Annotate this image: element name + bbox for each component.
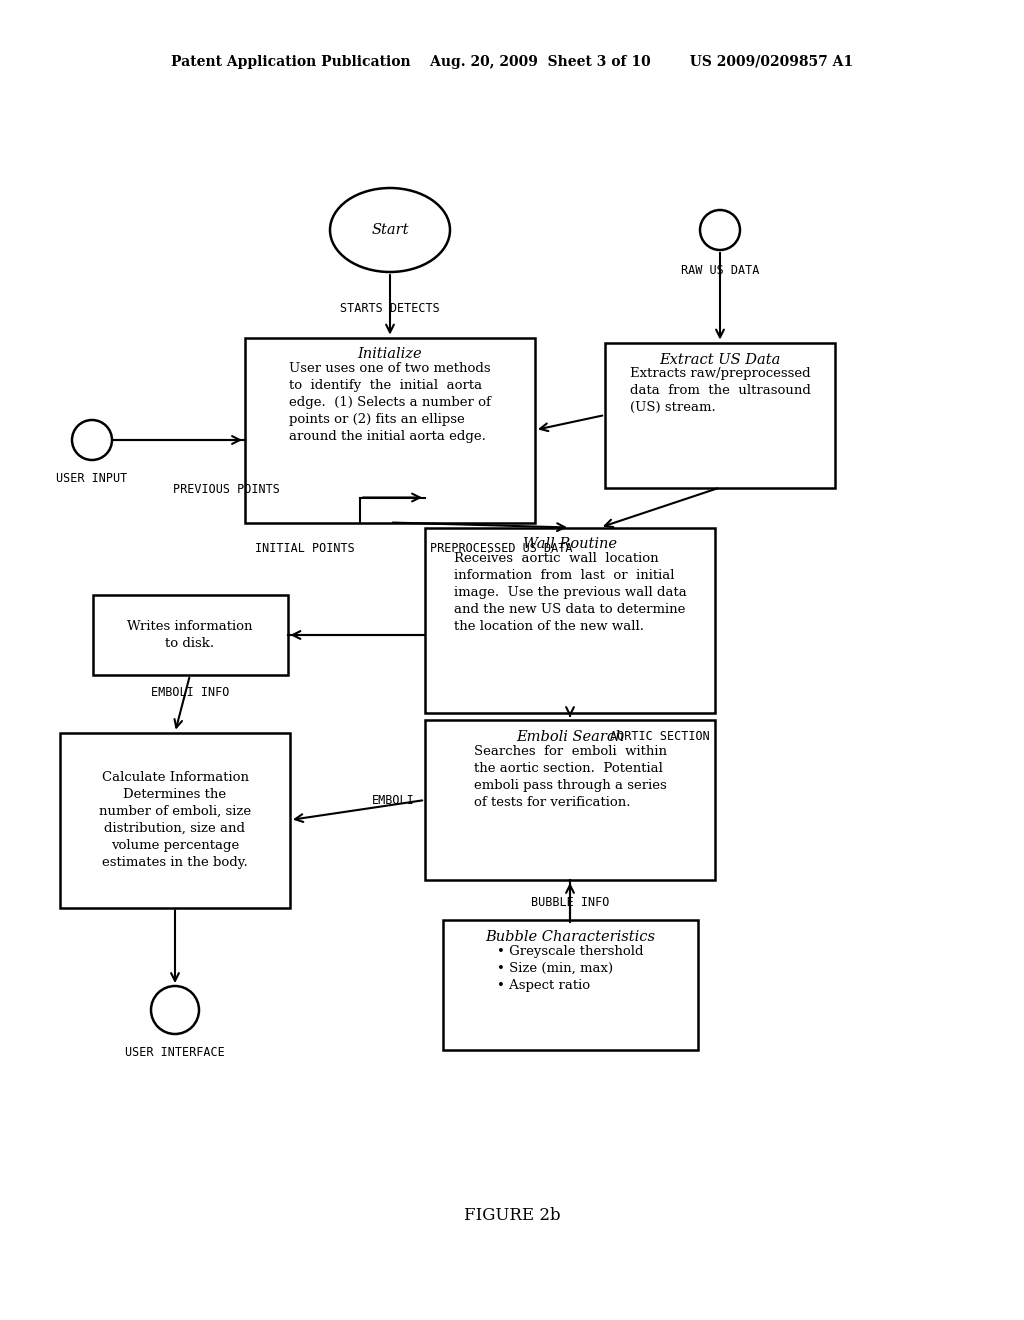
Text: Searches  for  emboli  within
the aortic section.  Potential
emboli pass through: Searches for emboli within the aortic se… xyxy=(473,744,667,809)
Text: Extracts raw/preprocessed
data  from  the  ultrasound
(US) stream.: Extracts raw/preprocessed data from the … xyxy=(630,367,810,414)
Text: Receives  aortic  wall  location
information  from  last  or  initial
image.  Us: Receives aortic wall location informatio… xyxy=(454,552,686,634)
Bar xyxy=(442,920,697,1049)
Bar xyxy=(245,338,535,523)
Text: EMBOLI: EMBOLI xyxy=(373,793,415,807)
Text: Bubble Characteristics: Bubble Characteristics xyxy=(485,931,655,944)
Text: Patent Application Publication    Aug. 20, 2009  Sheet 3 of 10        US 2009/02: Patent Application Publication Aug. 20, … xyxy=(171,55,853,69)
Text: INITIAL POINTS: INITIAL POINTS xyxy=(255,543,355,556)
Text: Writes information
to disk.: Writes information to disk. xyxy=(127,620,253,649)
Bar xyxy=(605,342,835,487)
Bar xyxy=(60,733,290,908)
Bar xyxy=(425,719,715,880)
Text: USER INTERFACE: USER INTERFACE xyxy=(125,1045,225,1059)
Text: Initialize: Initialize xyxy=(357,347,422,362)
Text: Wall Routine: Wall Routine xyxy=(523,537,617,552)
Text: STARTS DETECTS: STARTS DETECTS xyxy=(340,301,440,314)
Text: USER INPUT: USER INPUT xyxy=(56,473,128,484)
Text: RAW US DATA: RAW US DATA xyxy=(681,264,759,277)
Text: User uses one of two methods
to  identify  the  initial  aorta
edge.  (1) Select: User uses one of two methods to identify… xyxy=(289,362,490,444)
Text: Start: Start xyxy=(372,223,409,238)
Bar xyxy=(92,595,288,675)
Text: PREPROCESSED US DATA: PREPROCESSED US DATA xyxy=(430,543,572,556)
Text: • Greyscale thershold
• Size (min, max)
• Aspect ratio: • Greyscale thershold • Size (min, max) … xyxy=(497,945,643,991)
Text: BUBBLE INFO: BUBBLE INFO xyxy=(530,895,609,908)
Text: Calculate Information
Determines the
number of emboli, size
distribution, size a: Calculate Information Determines the num… xyxy=(99,771,251,869)
Text: PREVIOUS POINTS: PREVIOUS POINTS xyxy=(173,483,280,496)
Text: Extract US Data: Extract US Data xyxy=(659,352,780,367)
Text: FIGURE 2b: FIGURE 2b xyxy=(464,1206,560,1224)
Bar xyxy=(425,528,715,713)
Text: AORTIC SECTION: AORTIC SECTION xyxy=(610,730,710,743)
Text: EMBOLI INFO: EMBOLI INFO xyxy=(151,686,229,700)
Text: Emboli Search: Emboli Search xyxy=(516,730,625,744)
